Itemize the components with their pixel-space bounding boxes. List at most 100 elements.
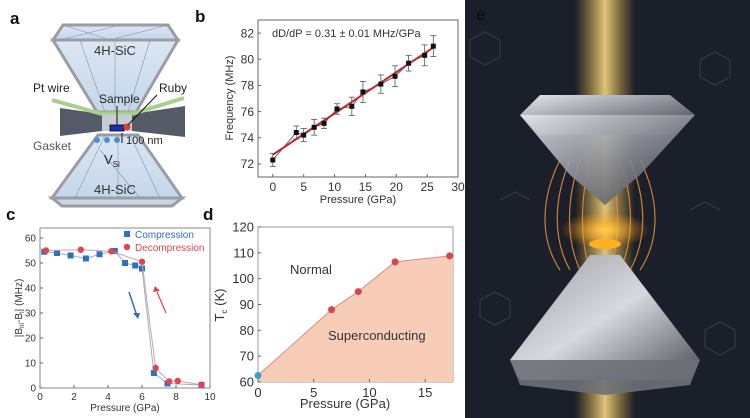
compression-point bbox=[111, 248, 118, 254]
compression-point bbox=[122, 260, 128, 266]
decompression-point bbox=[108, 248, 115, 255]
y-tick-label: 76 bbox=[241, 105, 255, 119]
decompression-point bbox=[166, 378, 173, 385]
compression-point bbox=[54, 250, 60, 256]
x-tick-label: 0 bbox=[37, 392, 43, 403]
panel-b-frequency-chart: b dD/dP = 0.31 ± 0.01 MHz/GPa Pressure (… bbox=[195, 7, 465, 206]
x-tick-label: 4 bbox=[105, 392, 111, 403]
panel-c-splitting-chart: c Pressure (GPa) |BIII-BI| (MHz) 0 2 4 6 8 10… bbox=[6, 205, 216, 414]
y-tick-label: 74 bbox=[241, 131, 255, 145]
y-axis-label: Tc (K) bbox=[212, 289, 229, 322]
gasket-label: Gasket bbox=[33, 139, 72, 153]
legend: Compression Decompression bbox=[123, 230, 204, 254]
y-tick-label: 10 bbox=[25, 359, 37, 370]
panel-letter-b: b bbox=[195, 7, 205, 26]
tc-point bbox=[354, 288, 362, 296]
panel-e-rendered-anvil-illustration: e bbox=[465, 0, 750, 418]
compression-point bbox=[67, 252, 74, 259]
panel-a-diamond-anvil-cell: a 4H-SiC 4H-SiC bbox=[10, 9, 187, 208]
data-point bbox=[406, 60, 412, 66]
pt-wire-label: Pt wire bbox=[33, 81, 70, 95]
y-tick-label: 72 bbox=[241, 157, 255, 171]
compression-arrow bbox=[128, 291, 140, 319]
y-tick-label: 40 bbox=[25, 284, 37, 295]
legend-marker-decompression bbox=[123, 243, 131, 251]
superconducting-region bbox=[258, 255, 453, 382]
data-point bbox=[301, 132, 307, 138]
decompression-arrow bbox=[153, 286, 167, 314]
data-point bbox=[360, 89, 366, 95]
gasket bbox=[60, 106, 185, 137]
legend-decompression: Decompression bbox=[135, 243, 204, 254]
x-tick-label: 20 bbox=[390, 180, 404, 194]
y-tick-label: 80 bbox=[241, 52, 255, 66]
compression-point bbox=[150, 370, 157, 376]
tc-point bbox=[254, 372, 262, 380]
panel-d-phase-diagram: d Normal Superconducting Pressure (GPa) … bbox=[203, 205, 454, 411]
x-tick-label: 15 bbox=[418, 385, 432, 400]
x-tick-label: 30 bbox=[451, 180, 465, 194]
legend-marker-compression bbox=[124, 231, 130, 237]
data-point bbox=[430, 43, 436, 49]
y-tick-label: 0 bbox=[30, 384, 36, 395]
x-tick-label: 10 bbox=[328, 180, 342, 194]
y-tick-label: 30 bbox=[25, 309, 37, 320]
y-axis-label: Frequency (MHz) bbox=[224, 56, 236, 141]
y-tick-label: 120 bbox=[232, 220, 254, 235]
x-tick-label: 8 bbox=[173, 392, 179, 403]
tc-point bbox=[391, 258, 399, 266]
data-point bbox=[422, 52, 428, 58]
region-label-normal: Normal bbox=[290, 262, 332, 277]
distance-label: 100 nm bbox=[126, 135, 163, 147]
ruby-label: Ruby bbox=[159, 81, 187, 95]
tc-point bbox=[328, 306, 336, 314]
data-point bbox=[334, 106, 340, 112]
x-tick-label: 0 bbox=[269, 180, 276, 194]
top-anvil-label: 4H-SiC bbox=[94, 43, 136, 58]
decompression-point bbox=[174, 377, 181, 385]
panel-letter-a: a bbox=[10, 9, 20, 28]
sample-disc bbox=[589, 239, 621, 249]
decompression-point bbox=[77, 246, 85, 253]
x-tick-label: 10 bbox=[362, 385, 376, 400]
legend-compression: Compression bbox=[135, 230, 194, 241]
decompression-point bbox=[42, 247, 50, 254]
sample-icon bbox=[109, 124, 125, 132]
y-tick-label: 90 bbox=[240, 297, 254, 312]
bottom-anvil: 4H-SiC bbox=[47, 133, 187, 208]
data-point bbox=[392, 73, 398, 79]
compression-point bbox=[132, 262, 139, 269]
compression-point bbox=[82, 255, 89, 262]
y-tick-label: 70 bbox=[240, 349, 254, 364]
x-tick-label: 10 bbox=[204, 392, 216, 403]
y-tick-label: 100 bbox=[232, 271, 254, 286]
data-point bbox=[293, 130, 299, 136]
y-tick-label: 78 bbox=[241, 79, 255, 93]
y-tick-label: 20 bbox=[25, 334, 37, 345]
x-tick-label: 5 bbox=[310, 385, 317, 400]
x-axis-label: Pressure (GPa) bbox=[300, 396, 390, 411]
top-diamond-pavilion bbox=[520, 115, 695, 205]
panel-letter-d: d bbox=[203, 205, 213, 224]
sample-glow bbox=[560, 212, 650, 248]
bottom-diamond bbox=[510, 255, 700, 380]
tc-point bbox=[446, 252, 454, 260]
y-tick-label: 110 bbox=[233, 245, 254, 260]
data-point bbox=[311, 124, 317, 130]
y-axis-label: |BIII-BI| (MHz) bbox=[14, 279, 26, 338]
slope-annotation: dD/dP = 0.31 ± 0.01 MHz/GPa bbox=[272, 28, 421, 40]
y-tick-label: 60 bbox=[240, 375, 254, 390]
x-tick-label: 15 bbox=[359, 180, 373, 194]
panel-letter-e: e bbox=[476, 5, 485, 24]
y-tick-label: 82 bbox=[241, 26, 255, 40]
x-axis-label: Pressure (GPa) bbox=[320, 194, 396, 206]
region-label-superconducting: Superconducting bbox=[328, 328, 426, 343]
compression-point bbox=[96, 251, 103, 258]
decompression-point bbox=[198, 381, 205, 388]
y-tick-label: 50 bbox=[25, 259, 37, 270]
vsi-label: VSi bbox=[104, 152, 120, 169]
x-axis-label: Pressure (GPa) bbox=[90, 403, 159, 414]
vsi-defects bbox=[94, 137, 120, 143]
sample-label: Sample bbox=[99, 92, 140, 106]
y-tick-label: 80 bbox=[240, 323, 254, 338]
